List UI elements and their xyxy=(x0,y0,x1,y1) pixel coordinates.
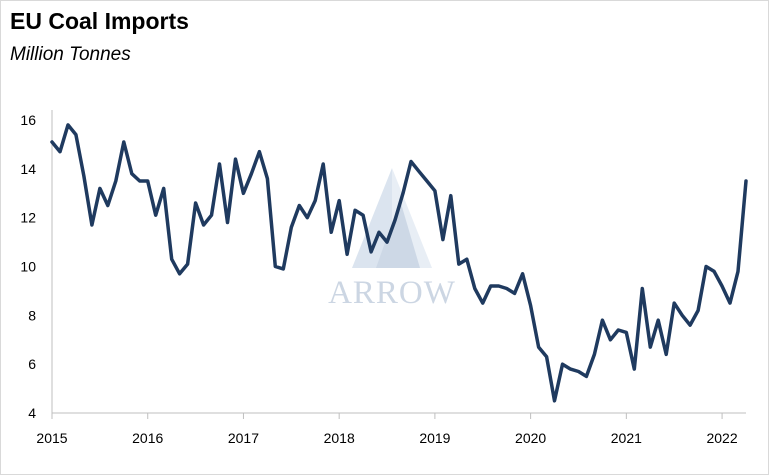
series-line xyxy=(50,123,748,403)
x-tick-label: 2017 xyxy=(228,430,259,446)
y-tick-label: 12 xyxy=(20,210,36,226)
y-axis-ticks: 4 6 8 10 12 14 16 xyxy=(20,112,36,421)
y-tick-label: 16 xyxy=(20,112,36,128)
x-tick-label: 2019 xyxy=(419,430,450,446)
y-tick-label: 4 xyxy=(28,405,36,421)
watermark-text: ARROW xyxy=(328,275,456,311)
arrow-logo-watermark: ARROW xyxy=(328,168,456,311)
watermark-mountain-left xyxy=(352,168,392,268)
x-axis-ticks: 2015 2016 2017 2018 2019 2020 2021 2022 xyxy=(36,413,738,446)
plot-area xyxy=(50,123,748,403)
x-tick-label: 2018 xyxy=(324,430,355,446)
chart-subtitle: Million Tonnes xyxy=(10,44,131,65)
axes xyxy=(51,110,746,414)
watermark-mountain-shade xyxy=(376,200,420,268)
x-tick-label: 2021 xyxy=(611,430,642,446)
x-tick-label: 2022 xyxy=(706,430,737,446)
y-tick-label: 10 xyxy=(20,259,36,275)
y-tick-label: 14 xyxy=(20,161,36,177)
y-tick-label: 6 xyxy=(28,356,36,372)
x-tick-label: 2016 xyxy=(132,430,163,446)
x-tick-label: 2020 xyxy=(515,430,546,446)
x-tick-label: 2015 xyxy=(36,430,67,446)
chart-title: EU Coal Imports xyxy=(10,8,189,34)
y-tick-label: 8 xyxy=(28,307,36,323)
